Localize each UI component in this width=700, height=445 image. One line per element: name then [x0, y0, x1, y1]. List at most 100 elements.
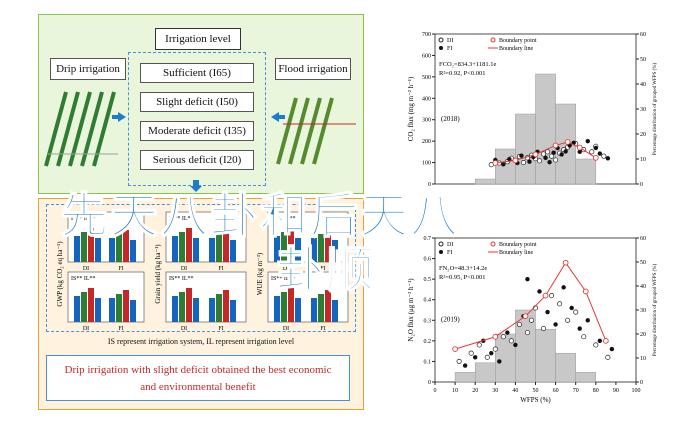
point-di — [484, 354, 490, 360]
point-di — [581, 334, 587, 340]
mini-bar — [109, 238, 115, 262]
mini-bar — [130, 300, 136, 322]
mini-x-label: DI — [181, 326, 187, 330]
mini-bar — [274, 236, 280, 262]
mini-bar — [179, 292, 185, 322]
down-arrow-icon — [190, 180, 202, 192]
mini-x-label: FI — [118, 326, 123, 330]
mini-x-label: DI — [283, 326, 289, 330]
legend-note: IS represent irrigation system, IL repre… — [107, 337, 295, 346]
point-di — [565, 317, 571, 323]
mini-bar — [318, 294, 324, 322]
point-fi — [527, 159, 532, 164]
y-tick-label: 0.1 — [424, 359, 432, 365]
mini-bar — [74, 296, 80, 322]
boundary-point — [562, 259, 569, 266]
mini-bar — [209, 238, 215, 262]
x-axis-label: WFPS (%) — [520, 396, 551, 404]
mini-bar — [193, 238, 199, 262]
flood-irrigation-label: Flood irrigation — [275, 58, 351, 80]
mini-sig-label: IS** IL** — [71, 216, 96, 222]
mini-chart-wue: WUE (kg m⁻³) IS** IL** DI FI IS** IL** DI FI — [256, 208, 352, 332]
point-di — [508, 338, 514, 344]
mini-bar — [109, 298, 115, 322]
mini-bar — [172, 296, 178, 322]
mini-x-label: FI — [118, 266, 123, 272]
y-tick-label: 0.5 — [424, 277, 432, 283]
mini-sig-label: IS** IL** — [271, 216, 296, 222]
point-di — [593, 342, 599, 348]
point-fi — [609, 346, 615, 352]
panel-label: (2018) — [441, 115, 460, 123]
point-di — [557, 301, 563, 307]
point-di — [601, 153, 607, 159]
legend-marker — [438, 37, 444, 43]
x-tick-label: 60 — [553, 388, 559, 394]
mini-sig-label: IS** IL** — [169, 216, 194, 222]
mini-y-label: GWP (kg CO₂ eq ha⁻¹) — [56, 241, 64, 307]
y-tick-label: 0.6 — [424, 257, 432, 263]
mini-x-label: FI — [320, 326, 325, 330]
histogram-bar — [575, 158, 597, 185]
x-tick-label: 80 — [593, 388, 599, 394]
equation-label: R²=0.95, P<0.001 — [439, 274, 485, 281]
histogram-bar — [535, 328, 556, 383]
mini-bar — [81, 292, 87, 322]
equation-label: R²=0.92, P<0.001 — [439, 70, 485, 77]
mini-bar — [274, 296, 280, 322]
point-di — [573, 309, 579, 315]
y-tick-label: 400 — [422, 96, 431, 102]
y2-tick-label: 50 — [640, 57, 646, 63]
boundary-point — [532, 151, 539, 158]
mini-x-label: FI — [320, 266, 325, 272]
point-fi — [585, 138, 590, 144]
arrows-and-fields — [44, 91, 356, 192]
y-tick-label: 600 — [422, 53, 431, 59]
mini-bar — [288, 288, 294, 322]
y2-axis-label: Percentage distribution of grouped WFPS … — [653, 63, 658, 156]
x-tick-label: 90 — [613, 388, 619, 394]
histogram-bar — [575, 372, 597, 383]
mini-bar — [223, 230, 229, 262]
mini-bar — [116, 234, 122, 262]
point-di — [549, 293, 555, 299]
boundary-point — [592, 155, 599, 161]
y-axis-label: N₂O flux (μg m⁻² h⁻¹) — [407, 278, 415, 342]
histogram-bar — [515, 113, 536, 185]
mini-sig-label: IS** IL** — [169, 276, 194, 282]
point-di — [549, 153, 555, 159]
legend-label: DI — [447, 242, 453, 248]
n2o-flux-chart: 0 0.1 0.2 0.3 0.4 0.5 0.6 0.7 0 10 20 30 40 50 60 0 10 20… — [407, 236, 658, 404]
point-fi — [553, 322, 558, 327]
point-fi — [563, 149, 568, 154]
mini-x-label: DI — [83, 266, 89, 272]
co2-flux-chart: 0 100 200 300 400 500 600 700 0 10 20 30 40 50 60 CO₂ f… — [407, 32, 658, 188]
legend-label: Boundary line — [499, 46, 533, 52]
y2-tick-label: 20 — [640, 332, 646, 338]
flood-field-icon — [276, 97, 298, 165]
overlay-text-line2: 卦顺 — [275, 241, 377, 299]
mini-bar — [216, 234, 222, 262]
y2-tick-label: 40 — [640, 82, 646, 88]
point-fi — [473, 355, 478, 360]
boundary-point — [576, 144, 583, 151]
mini-bar — [88, 228, 94, 262]
result-box: Drip irrigation with slight deficit obta… — [46, 355, 350, 401]
point-di — [468, 350, 474, 356]
mini-bar — [179, 232, 185, 262]
mini-bar — [216, 294, 222, 322]
point-di — [524, 330, 531, 336]
point-fi — [489, 351, 494, 356]
drip-irrigation-label: Drip irrigation — [50, 58, 126, 80]
mini-bar — [123, 230, 129, 262]
point-fi — [569, 305, 574, 311]
point-di — [540, 325, 547, 332]
mini-bar — [116, 294, 122, 322]
legend-label: Boundary point — [499, 38, 537, 44]
mini-bar — [325, 230, 331, 262]
histogram-bar — [535, 73, 556, 185]
point-di — [476, 342, 482, 348]
histogram-bar — [454, 372, 476, 383]
mini-bar — [230, 300, 236, 322]
equation-label: FCO₂=834.3+1181.1e — [439, 61, 497, 68]
